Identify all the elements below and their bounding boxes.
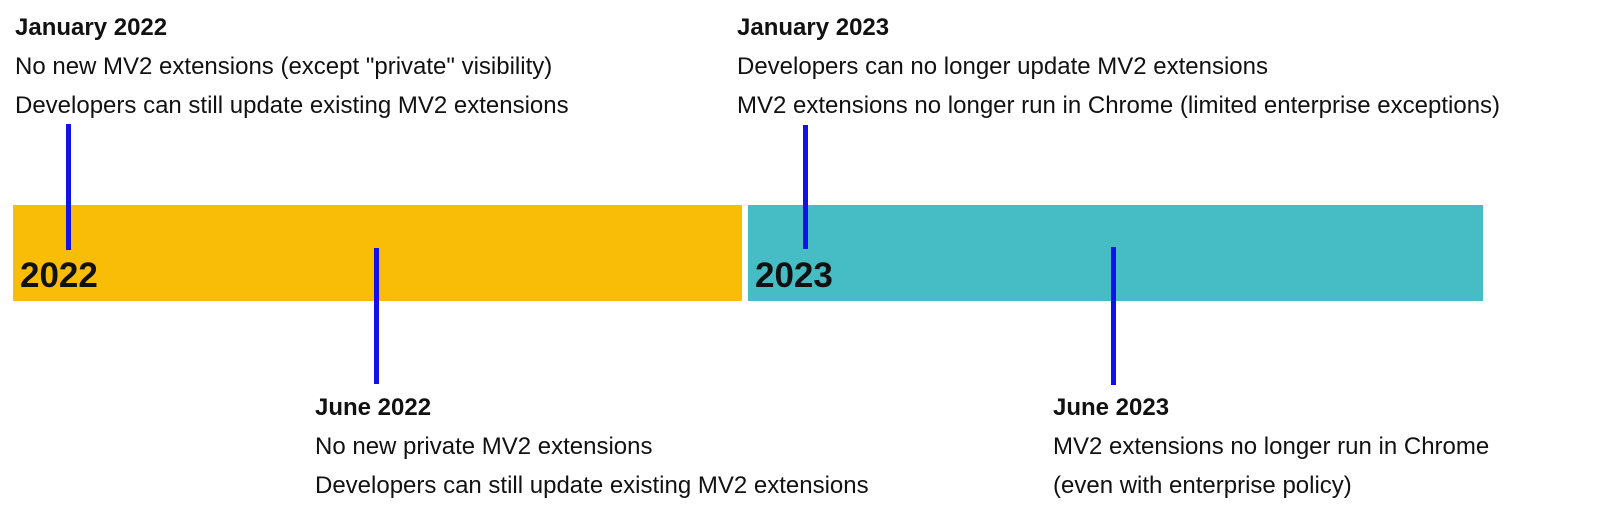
event-detail-line: (even with enterprise policy) <box>1053 472 1352 499</box>
event-detail-line: Developers can still update existing MV2… <box>315 472 869 499</box>
event-june-2022: June 2022 No new private MV2 extensions … <box>315 388 869 505</box>
event-title: January 2022 <box>15 14 168 41</box>
event-title: June 2023 <box>1053 394 1170 421</box>
year-label-2022: 2022 <box>20 256 98 295</box>
event-detail-line: No new MV2 extensions (except "private" … <box>15 53 553 80</box>
connector-line-january-2023 <box>803 125 808 249</box>
event-detail-line: Developers can still update existing MV2… <box>15 92 569 119</box>
connector-line-january-2022 <box>66 124 71 250</box>
event-detail-line: No new private MV2 extensions <box>315 433 653 460</box>
connector-line-june-2023 <box>1111 247 1116 385</box>
event-june-2023: June 2023 MV2 extensions no longer run i… <box>1053 388 1489 505</box>
event-title: June 2022 <box>315 394 432 421</box>
event-title: January 2023 <box>737 14 890 41</box>
event-january-2023: January 2023 Developers can no longer up… <box>737 8 1500 125</box>
connector-line-june-2022 <box>374 248 379 384</box>
event-detail-line: MV2 extensions no longer run in Chrome <box>1053 433 1490 460</box>
event-january-2022: January 2022 No new MV2 extensions (exce… <box>15 8 569 125</box>
year-label-2023: 2023 <box>755 256 833 295</box>
event-detail-line: MV2 extensions no longer run in Chrome (… <box>737 92 1501 119</box>
event-detail-line: Developers can no longer update MV2 exte… <box>737 53 1268 80</box>
